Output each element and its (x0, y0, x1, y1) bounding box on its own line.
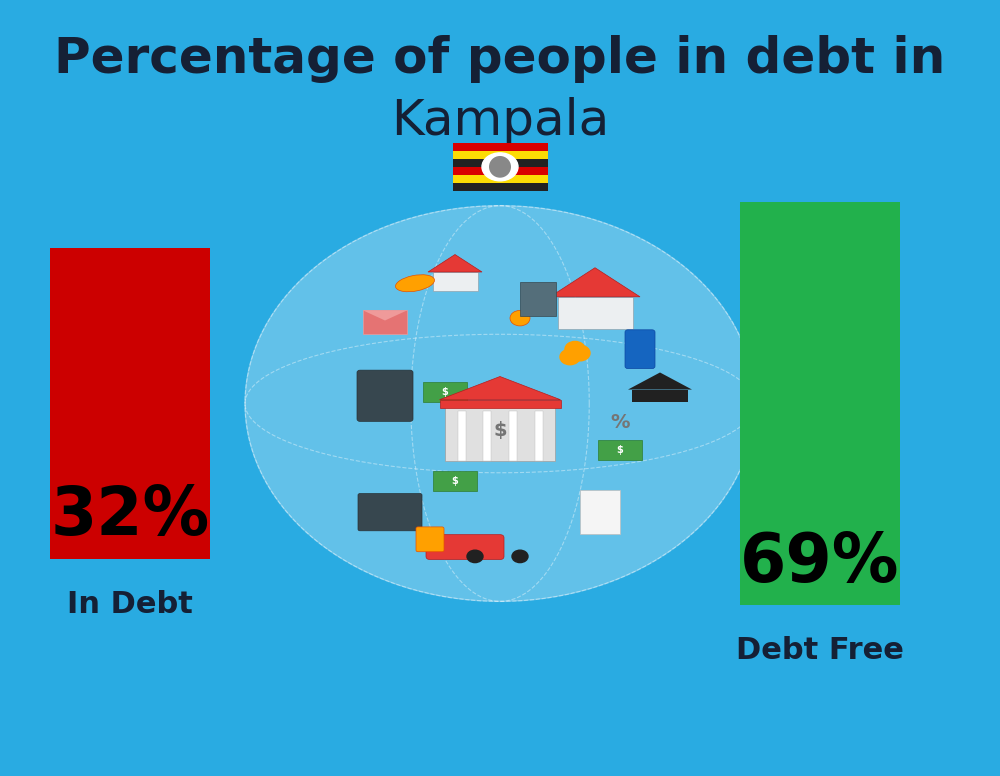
FancyBboxPatch shape (357, 370, 413, 421)
Text: $: $ (493, 421, 507, 440)
Bar (423, 382, 467, 402)
FancyBboxPatch shape (426, 535, 504, 559)
Bar (458, 411, 466, 461)
Bar (740, 202, 900, 605)
Bar (452, 183, 548, 191)
Circle shape (560, 349, 580, 365)
Bar (509, 411, 517, 461)
Bar (452, 159, 548, 167)
Bar (433, 471, 477, 491)
Bar (452, 151, 548, 159)
Bar (432, 272, 478, 291)
Bar (50, 248, 210, 559)
Bar (598, 440, 642, 460)
Text: $: $ (452, 476, 458, 486)
FancyBboxPatch shape (625, 330, 655, 369)
Polygon shape (428, 255, 482, 272)
Bar (483, 411, 491, 461)
Circle shape (467, 550, 483, 563)
Text: $: $ (617, 445, 623, 455)
Circle shape (510, 310, 530, 326)
Circle shape (570, 345, 590, 361)
FancyBboxPatch shape (416, 527, 444, 552)
Polygon shape (550, 268, 640, 297)
Ellipse shape (396, 275, 434, 292)
FancyBboxPatch shape (363, 310, 407, 334)
Bar (452, 175, 548, 183)
Bar (632, 390, 688, 402)
FancyBboxPatch shape (358, 494, 422, 531)
Text: $: $ (442, 387, 448, 397)
Bar (445, 405, 555, 461)
Text: Kampala: Kampala (391, 97, 609, 145)
Polygon shape (628, 372, 692, 390)
Polygon shape (440, 376, 560, 400)
Bar (440, 400, 560, 408)
Circle shape (565, 341, 585, 357)
Circle shape (245, 206, 755, 601)
Text: %: % (610, 414, 630, 432)
Bar (534, 411, 542, 461)
Bar (452, 143, 548, 151)
Circle shape (512, 550, 528, 563)
Bar (558, 297, 633, 329)
Text: 32%: 32% (50, 483, 210, 549)
Text: Percentage of people in debt in: Percentage of people in debt in (54, 35, 946, 83)
Bar (452, 167, 548, 175)
Bar (580, 490, 620, 534)
Ellipse shape (489, 156, 511, 178)
Circle shape (482, 153, 518, 181)
Text: In Debt: In Debt (67, 590, 193, 618)
Text: Debt Free: Debt Free (736, 636, 904, 665)
Text: 69%: 69% (740, 529, 900, 596)
Polygon shape (363, 310, 407, 320)
Bar (520, 282, 556, 316)
